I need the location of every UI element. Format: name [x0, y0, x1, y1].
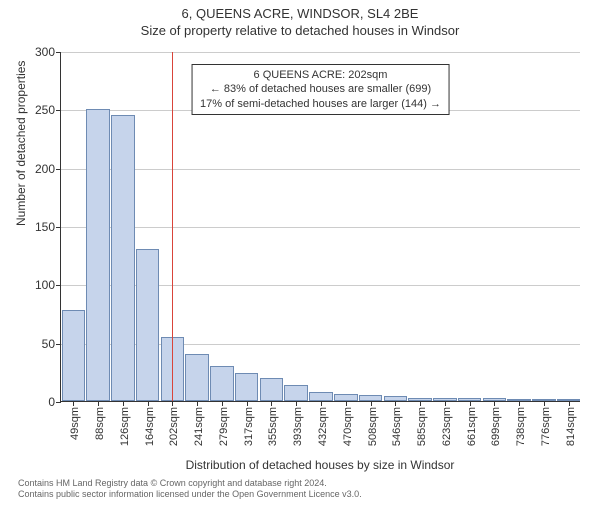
y-tick-mark	[56, 169, 61, 170]
x-tick-label: 432sqm	[317, 407, 329, 446]
y-tick-label: 50	[42, 337, 55, 351]
y-tick-mark	[56, 110, 61, 111]
x-tick-label: 738sqm	[515, 407, 527, 446]
credits: Contains HM Land Registry data © Crown c…	[18, 478, 362, 501]
x-tick-mark	[519, 401, 520, 406]
x-axis-label: Distribution of detached houses by size …	[60, 458, 580, 472]
x-tick-label: 393sqm	[292, 407, 304, 446]
x-tick-mark	[445, 401, 446, 406]
x-tick-mark	[148, 401, 149, 406]
x-tick-label: 623sqm	[441, 407, 453, 446]
page-title-line1: 6, QUEENS ACRE, WINDSOR, SL4 2BE	[0, 6, 600, 21]
x-tick-mark	[271, 401, 272, 406]
y-tick-label: 0	[48, 395, 55, 409]
y-tick-mark	[56, 402, 61, 403]
bar	[86, 109, 110, 401]
x-tick-label: 355sqm	[267, 407, 279, 446]
bar	[62, 310, 86, 401]
x-tick-label: 776sqm	[540, 407, 552, 446]
x-tick-label: 661sqm	[466, 407, 478, 446]
x-tick-mark	[321, 401, 322, 406]
bar	[210, 366, 234, 401]
x-tick-mark	[172, 401, 173, 406]
plot-region: 05010015020025030049sqm88sqm126sqm164sqm…	[60, 52, 580, 402]
x-tick-mark	[420, 401, 421, 406]
annotation-box: 6 QUEENS ACRE: 202sqm ← 83% of detached …	[191, 64, 450, 115]
y-tick-mark	[56, 344, 61, 345]
x-tick-label: 470sqm	[342, 407, 354, 446]
x-tick-mark	[197, 401, 198, 406]
annotation-line2: ← 83% of detached houses are smaller (69…	[200, 82, 441, 96]
x-tick-mark	[73, 401, 74, 406]
gridline	[61, 227, 580, 228]
x-tick-mark	[222, 401, 223, 406]
x-tick-label: 49sqm	[69, 407, 81, 440]
annotation-line1: 6 QUEENS ACRE: 202sqm	[200, 68, 441, 82]
x-tick-mark	[470, 401, 471, 406]
y-tick-mark	[56, 285, 61, 286]
x-tick-mark	[247, 401, 248, 406]
x-tick-label: 164sqm	[144, 407, 156, 446]
annotation-line3: 17% of semi-detached houses are larger (…	[200, 97, 441, 111]
reference-line	[172, 52, 173, 401]
bar	[334, 394, 358, 401]
x-tick-mark	[346, 401, 347, 406]
y-tick-label: 250	[35, 103, 55, 117]
credits-line2: Contains public sector information licen…	[18, 489, 362, 500]
x-tick-mark	[569, 401, 570, 406]
chart-area: 05010015020025030049sqm88sqm126sqm164sqm…	[60, 52, 580, 402]
bar	[309, 392, 333, 401]
bar	[284, 385, 308, 401]
x-tick-label: 241sqm	[193, 407, 205, 446]
gridline	[61, 169, 580, 170]
x-tick-mark	[544, 401, 545, 406]
y-tick-mark	[56, 227, 61, 228]
x-tick-label: 126sqm	[119, 407, 131, 446]
x-tick-mark	[296, 401, 297, 406]
bar	[136, 249, 160, 401]
y-tick-label: 300	[35, 45, 55, 59]
y-tick-mark	[56, 52, 61, 53]
y-tick-label: 150	[35, 220, 55, 234]
x-tick-mark	[395, 401, 396, 406]
x-tick-label: 546sqm	[391, 407, 403, 446]
y-tick-label: 100	[35, 278, 55, 292]
bar	[260, 378, 284, 401]
x-tick-label: 88sqm	[94, 407, 106, 440]
credits-line1: Contains HM Land Registry data © Crown c…	[18, 478, 362, 489]
x-tick-label: 202sqm	[168, 407, 180, 446]
x-tick-mark	[494, 401, 495, 406]
bar	[185, 354, 209, 401]
x-tick-mark	[371, 401, 372, 406]
x-tick-label: 279sqm	[218, 407, 230, 446]
y-tick-label: 200	[35, 162, 55, 176]
x-tick-label: 508sqm	[367, 407, 379, 446]
x-tick-mark	[98, 401, 99, 406]
gridline	[61, 52, 580, 53]
bar	[235, 373, 259, 401]
bar	[111, 115, 135, 401]
y-axis-label: Number of detached properties	[14, 61, 28, 226]
x-tick-label: 585sqm	[416, 407, 428, 446]
x-tick-label: 699sqm	[490, 407, 502, 446]
page-title-line2: Size of property relative to detached ho…	[0, 23, 600, 38]
x-tick-label: 317sqm	[243, 407, 255, 446]
x-tick-mark	[123, 401, 124, 406]
x-tick-label: 814sqm	[565, 407, 577, 446]
